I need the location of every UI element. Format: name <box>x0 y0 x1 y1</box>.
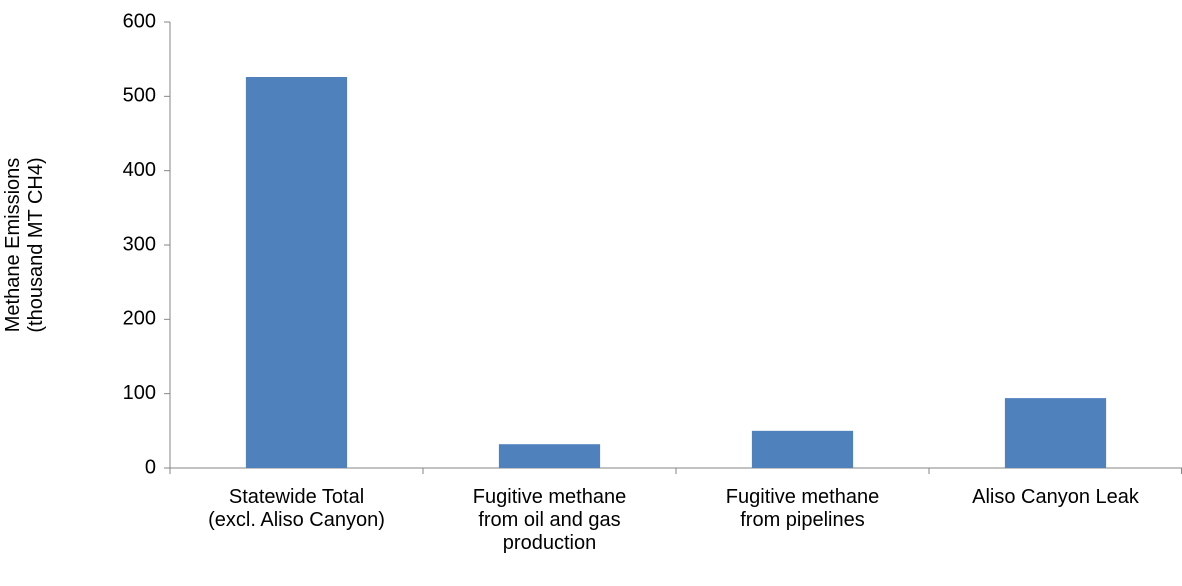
bar <box>751 430 854 468</box>
y-tick-label: 500 <box>123 85 156 107</box>
x-tick-label: Fugitive methane from oil and gas produc… <box>472 486 627 554</box>
x-tick-label: Statewide Total (excl. Aliso Canyon) <box>208 486 385 531</box>
y-tick-label: 0 <box>145 456 156 478</box>
x-tick-label: Aliso Canyon Leak <box>972 486 1139 508</box>
y-tick-label: 100 <box>123 382 156 404</box>
y-axis-label: Methane Emissions (thousand MT CH4) <box>2 157 47 333</box>
y-tick-label: 400 <box>123 159 156 181</box>
y-tick-label: 600 <box>123 10 156 32</box>
y-tick-label: 200 <box>123 308 156 330</box>
bar <box>498 444 601 468</box>
bar <box>245 77 348 469</box>
x-tick-label: Fugitive methane from pipelines <box>725 486 880 531</box>
bar <box>1004 398 1107 468</box>
y-tick-label: 300 <box>123 233 156 255</box>
